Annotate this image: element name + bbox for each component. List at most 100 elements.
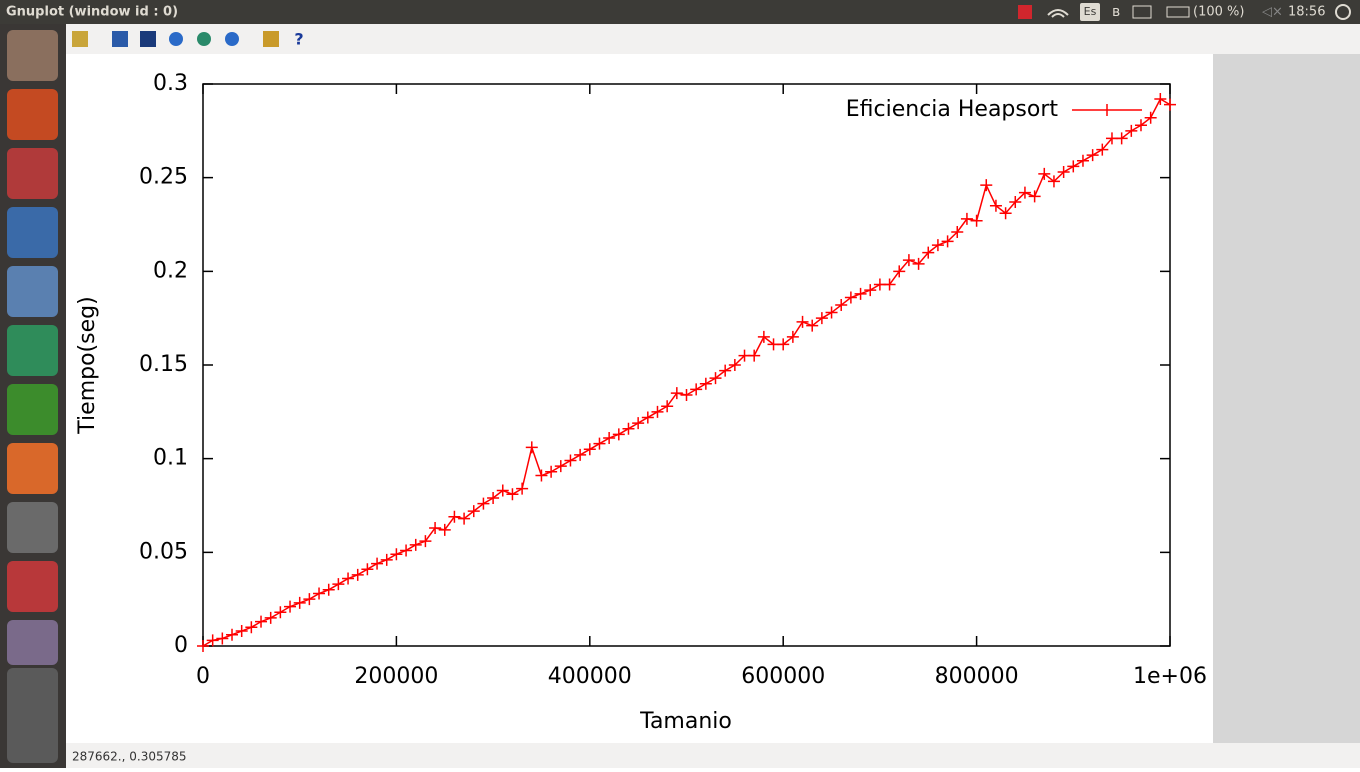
launcher-icon[interactable] bbox=[7, 561, 58, 612]
data-point bbox=[1028, 190, 1041, 203]
keyboard-layout[interactable]: Es bbox=[1084, 5, 1097, 18]
data-point bbox=[815, 312, 828, 325]
launcher-icon[interactable] bbox=[7, 148, 58, 199]
data-point bbox=[1047, 175, 1060, 188]
data-point bbox=[757, 330, 770, 343]
y-tick-label: 0.1 bbox=[153, 446, 188, 471]
y-tick-label: 0.2 bbox=[153, 258, 188, 283]
data-point bbox=[796, 315, 809, 328]
toolbar-button[interactable] bbox=[225, 32, 239, 46]
data-point bbox=[661, 400, 674, 413]
data-point bbox=[622, 422, 635, 435]
data-point bbox=[448, 510, 461, 523]
y-tick-label: 0 bbox=[174, 633, 188, 658]
bluetooth-icon[interactable]: ʙ bbox=[1112, 4, 1120, 20]
launcher-icon[interactable] bbox=[7, 89, 58, 140]
data-point bbox=[535, 469, 548, 482]
data-point bbox=[864, 284, 877, 297]
volume-icon[interactable]: ◁× bbox=[1262, 5, 1283, 20]
data-point bbox=[825, 306, 838, 319]
data-point bbox=[274, 606, 287, 619]
data-point bbox=[245, 621, 258, 634]
launcher-icon[interactable] bbox=[7, 502, 58, 553]
toolbar-button[interactable] bbox=[169, 32, 183, 46]
x-axis-label: Tamanio bbox=[639, 709, 732, 734]
toolbar-button[interactable] bbox=[197, 32, 211, 46]
data-point bbox=[313, 587, 326, 600]
data-point bbox=[931, 239, 944, 252]
status-coordinates: 287662., 0.305785 bbox=[72, 750, 187, 764]
data-point bbox=[1086, 149, 1099, 162]
clock[interactable]: 18:56 bbox=[1288, 5, 1325, 20]
data-point bbox=[786, 330, 799, 343]
data-point bbox=[438, 523, 451, 536]
data-point bbox=[970, 214, 983, 227]
data-point bbox=[951, 225, 964, 238]
y-tick-label: 0.15 bbox=[139, 352, 188, 377]
data-point bbox=[1125, 124, 1138, 137]
launcher-icon[interactable] bbox=[7, 443, 58, 494]
launcher-icon[interactable] bbox=[7, 207, 58, 258]
x-tick-label: 400000 bbox=[548, 664, 632, 689]
y-tick-label: 0.25 bbox=[139, 165, 188, 190]
data-point bbox=[1134, 119, 1147, 132]
data-point bbox=[235, 625, 248, 638]
launcher-icon[interactable] bbox=[7, 384, 58, 435]
data-point bbox=[429, 521, 442, 534]
data-point bbox=[1067, 160, 1080, 173]
launcher-icon[interactable] bbox=[7, 325, 58, 376]
toolbar-button[interactable] bbox=[112, 31, 128, 47]
mail-icon[interactable] bbox=[1132, 5, 1152, 19]
toolbar-button[interactable] bbox=[140, 31, 156, 47]
launcher-icon[interactable] bbox=[7, 668, 58, 763]
keyboard-indicator[interactable] bbox=[1080, 3, 1100, 21]
status-icon[interactable] bbox=[1018, 5, 1032, 19]
data-point bbox=[835, 299, 848, 312]
toolbar-button[interactable] bbox=[72, 31, 88, 47]
data-point bbox=[506, 488, 519, 501]
data-point bbox=[342, 572, 355, 585]
x-tick-label: 0 bbox=[196, 664, 210, 689]
launcher-icon[interactable] bbox=[7, 620, 58, 665]
data-point bbox=[1057, 166, 1070, 179]
data-point bbox=[264, 611, 277, 624]
data-point bbox=[496, 484, 509, 497]
data-point bbox=[206, 634, 219, 647]
y-tick-label: 0.3 bbox=[153, 71, 188, 96]
data-point bbox=[554, 460, 567, 473]
plot-canvas bbox=[66, 54, 1213, 743]
data-point bbox=[593, 437, 606, 450]
wifi-icon[interactable] bbox=[1047, 9, 1069, 18]
data-point bbox=[458, 512, 471, 525]
data-point bbox=[699, 377, 712, 390]
toolbar-button[interactable]: ? bbox=[294, 30, 303, 49]
data-point bbox=[912, 257, 925, 270]
legend-swatch bbox=[1072, 104, 1142, 116]
y-tick-label: 0.05 bbox=[139, 539, 188, 564]
power-icon[interactable] bbox=[1335, 4, 1351, 20]
data-point bbox=[361, 563, 374, 576]
toolbar bbox=[66, 24, 1360, 54]
data-point bbox=[255, 615, 268, 628]
data-point bbox=[303, 593, 316, 606]
data-point bbox=[902, 254, 915, 267]
data-point bbox=[1164, 98, 1176, 111]
launcher-icon[interactable] bbox=[7, 266, 58, 317]
data-point bbox=[748, 349, 761, 362]
data-point bbox=[941, 235, 954, 248]
launcher-icon[interactable] bbox=[7, 30, 58, 81]
toolbar-button[interactable] bbox=[263, 31, 279, 47]
x-tick-label: 200000 bbox=[354, 664, 438, 689]
data-point bbox=[1096, 143, 1109, 156]
data-point bbox=[197, 640, 209, 652]
data-point bbox=[400, 544, 413, 557]
data-point bbox=[844, 291, 857, 304]
battery-level[interactable]: (100 %) bbox=[1193, 5, 1244, 20]
data-point bbox=[583, 443, 596, 456]
x-tick-label: 1e+06 bbox=[1133, 664, 1207, 689]
data-point bbox=[1154, 92, 1167, 105]
data-point bbox=[960, 212, 973, 225]
launcher-icons bbox=[7, 30, 58, 763]
battery-icon[interactable] bbox=[1166, 6, 1190, 18]
data-point bbox=[284, 600, 297, 613]
